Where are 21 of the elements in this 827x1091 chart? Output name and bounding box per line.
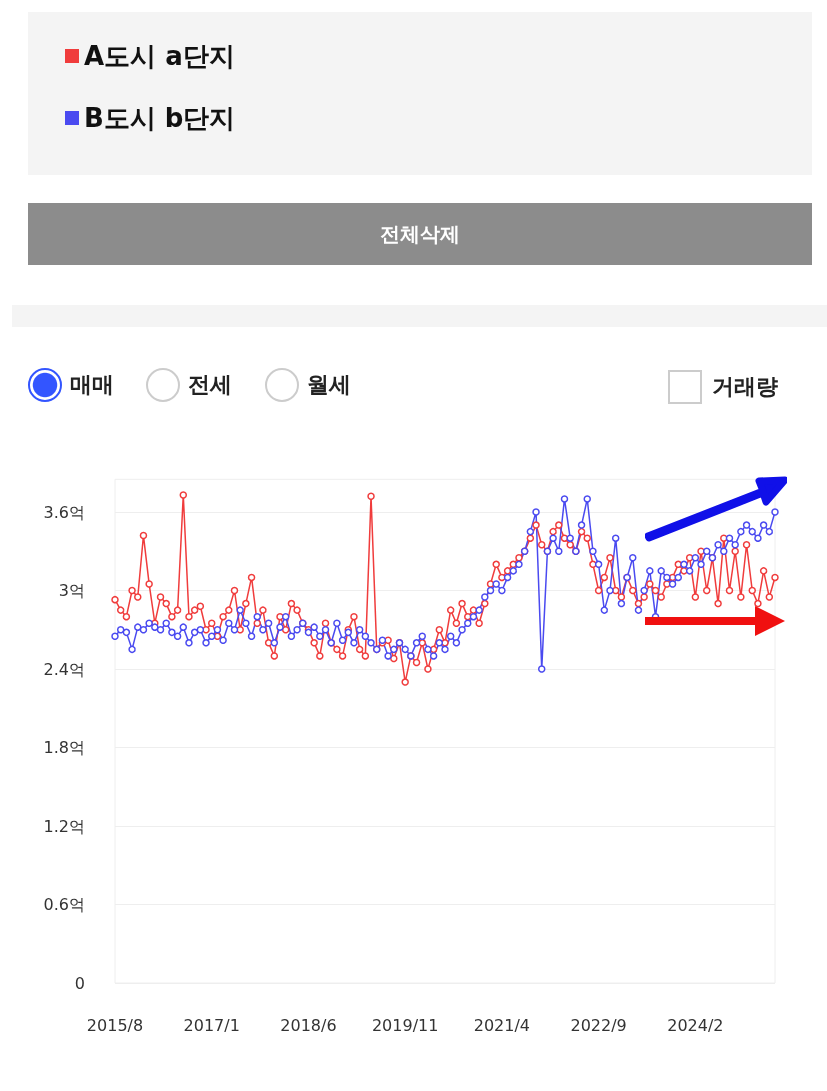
y-tick-label: 3억	[58, 581, 85, 600]
y-tick-label: 2.4억	[43, 659, 85, 679]
y-tick-label: 0.6억	[43, 895, 85, 914]
y-tick-label: 1.2억	[43, 816, 85, 836]
y-tick-label: 0	[74, 973, 85, 993]
y-tick-label: 3.6억	[43, 502, 85, 522]
legend-label: A도시 a단지	[84, 41, 235, 71]
x-tick-label: 2022/9	[570, 1015, 627, 1035]
text: 월세	[307, 371, 351, 399]
text: 거래량	[712, 373, 778, 401]
text: 매매	[70, 371, 114, 399]
x-tick-label: 2017/1	[183, 1015, 240, 1035]
y-tick-label: 1.8억	[43, 738, 85, 757]
x-tick-label: 2019/11	[371, 1015, 439, 1035]
x-tick-label: 2018/6	[280, 1015, 337, 1035]
text: 전세	[188, 371, 232, 399]
x-tick-label: 2015/8	[86, 1015, 144, 1035]
delete-button[interactable]: 전체삭제	[28, 203, 812, 265]
x-tick-label: 2021/4	[473, 1015, 531, 1035]
legend-label: B도시 b단지	[84, 103, 236, 133]
x-tick-label: 2024/2	[667, 1015, 724, 1035]
